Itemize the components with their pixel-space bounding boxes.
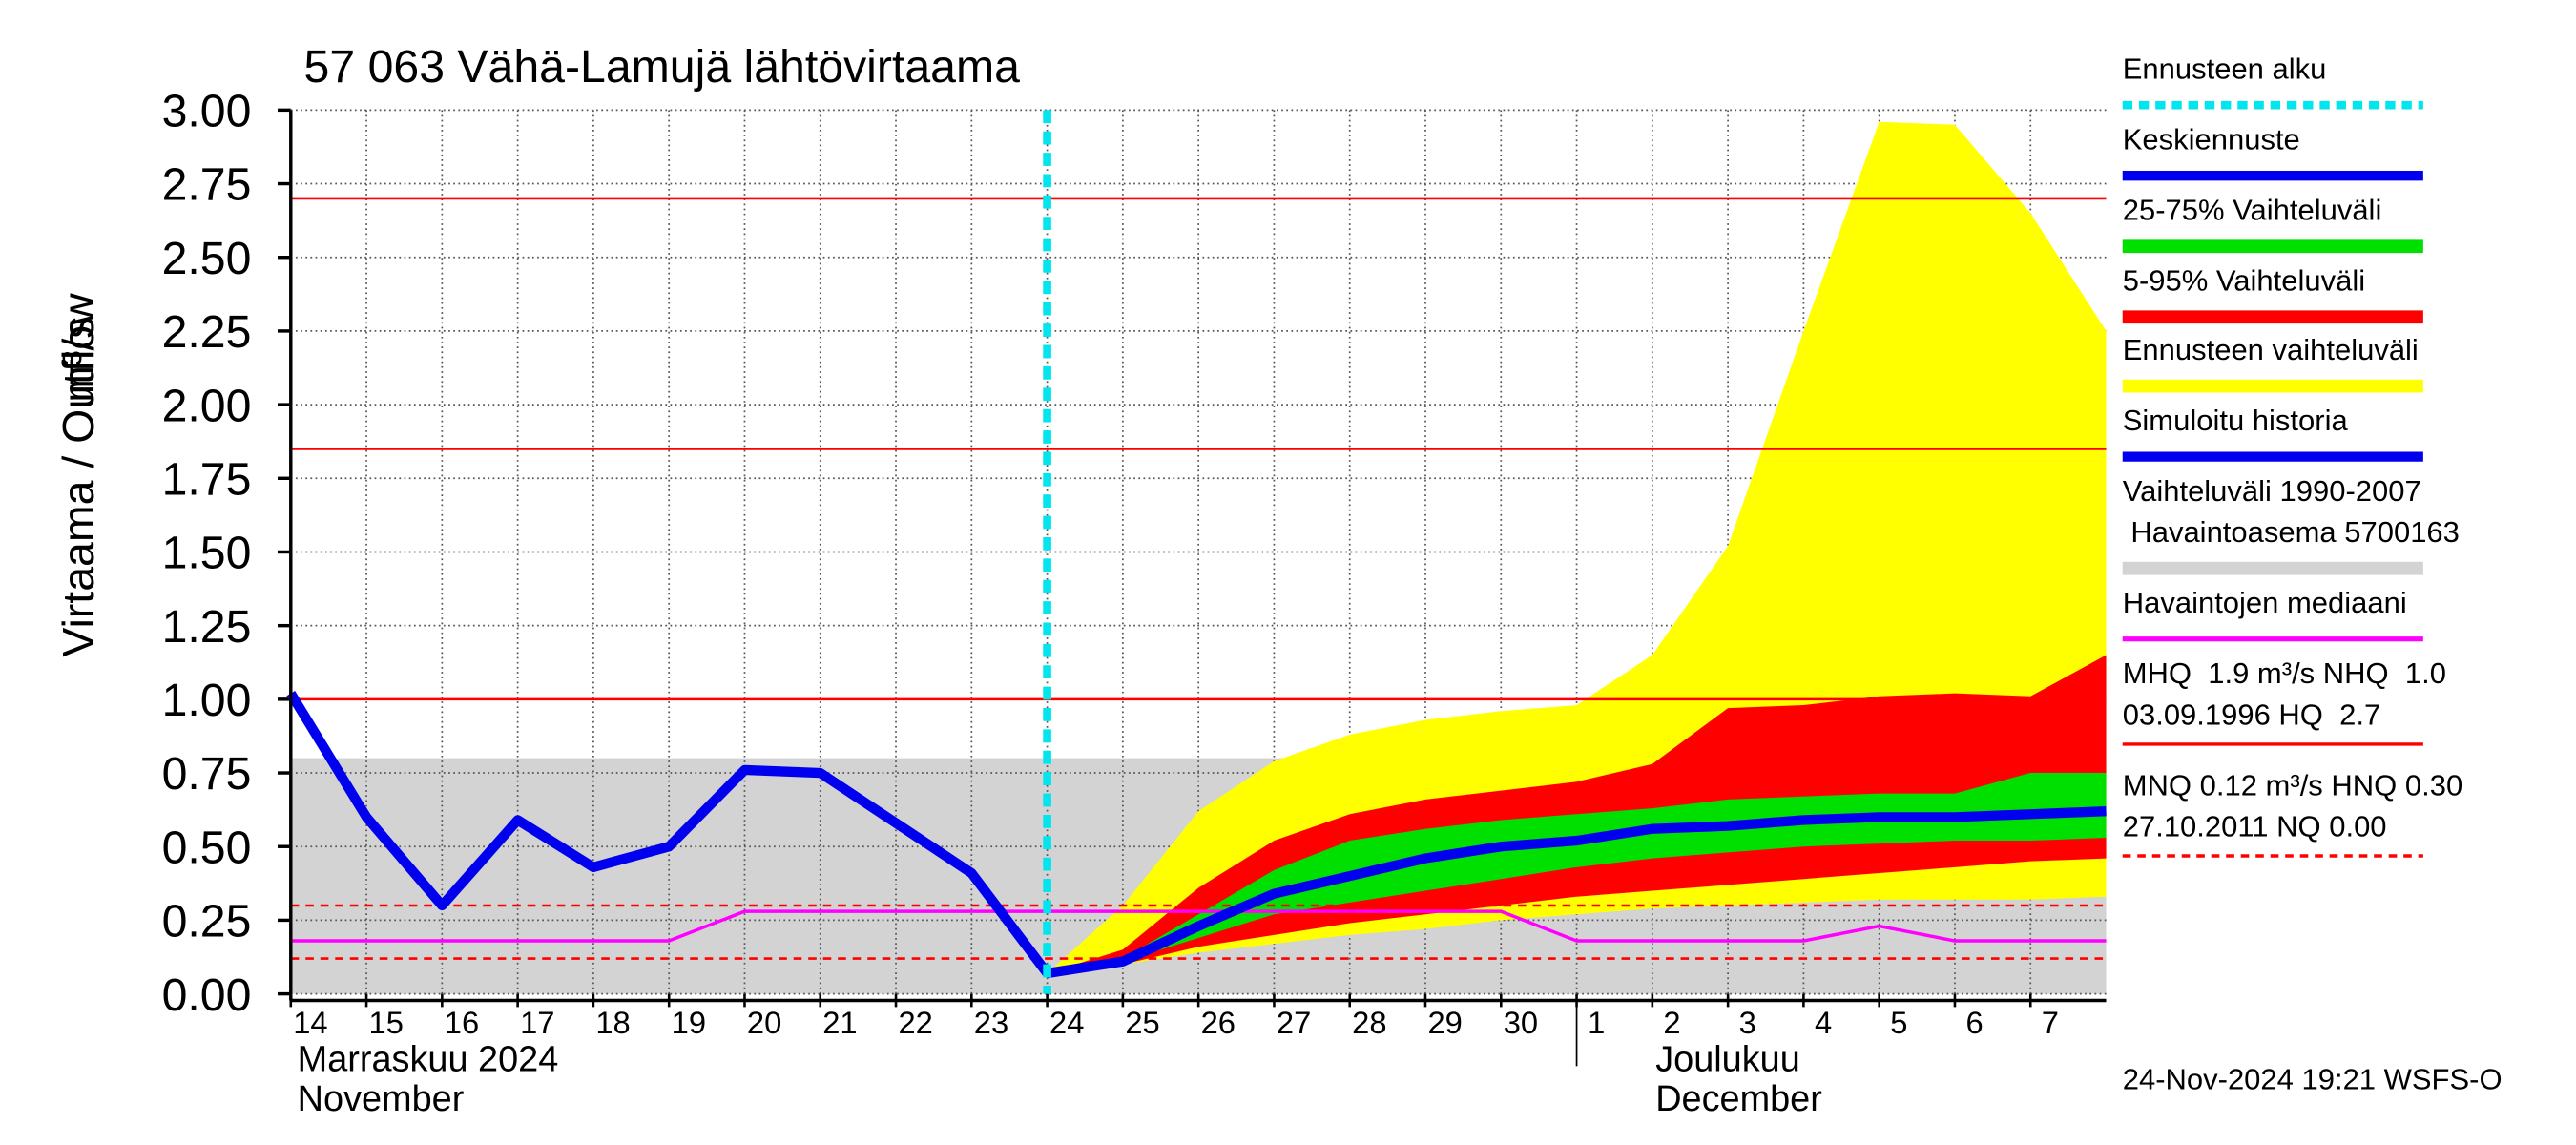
series-line — [286, 690, 1051, 977]
legend-label: Ennusteen vaihteluväli — [2123, 333, 2419, 366]
timestamp: 24-Nov-2024 19:21 WSFS-O — [2123, 1062, 2503, 1095]
legend-label: Ennusteen alku — [2123, 52, 2327, 86]
month-label: November — [298, 1079, 465, 1119]
x-tick-label: 15 — [369, 1005, 404, 1040]
y-axis-unit: m³/s — [53, 316, 103, 402]
series-line — [290, 909, 2107, 943]
legend-label: Vaihteluväli 1990-2007 — [2123, 474, 2421, 508]
legend-label: 5-95% Vaihteluväli — [2123, 264, 2365, 298]
x-tick-label: 18 — [595, 1005, 630, 1040]
x-tick-label: 4 — [1815, 1005, 1832, 1040]
y-tick-label: 2.75 — [162, 159, 252, 211]
y-tick-label: 0.00 — [162, 969, 252, 1021]
y-tick-label: 0.25 — [162, 896, 252, 947]
legend-label: Simuloitu historia — [2123, 404, 2349, 437]
stats-label: 03.09.1996 HQ 2.7 — [2123, 697, 2380, 731]
x-tick-label: 29 — [1427, 1005, 1462, 1040]
x-tick-label: 19 — [672, 1005, 706, 1040]
x-tick-label: 14 — [293, 1005, 327, 1040]
x-tick-label: 24 — [1049, 1005, 1084, 1040]
labels: 57 063 Vähä-Lamujä lähtövirtaama Virtaam… — [53, 41, 2502, 1095]
x-tick-label: 2 — [1663, 1005, 1680, 1040]
y-tick-label: 0.75 — [162, 748, 252, 800]
stats-label: MNQ 0.12 m³/s HNQ 0.30 — [2123, 768, 2462, 802]
y-tick-label: 2.25 — [162, 306, 252, 358]
x-tick-label: 5 — [1890, 1005, 1907, 1040]
x-tick-label: 6 — [1966, 1005, 1984, 1040]
x-tick-label: 25 — [1125, 1005, 1159, 1040]
x-tick-label: 21 — [822, 1005, 857, 1040]
y-tick-label: 1.00 — [162, 675, 252, 726]
x-tick-label: 7 — [2042, 1005, 2059, 1040]
legend-label: 25-75% Vaihteluväli — [2123, 194, 2382, 227]
y-tick-label: 1.25 — [162, 601, 252, 653]
x-tick-label: 30 — [1504, 1005, 1538, 1040]
legend-label: Havaintoasema 5700163 — [2123, 515, 2460, 549]
y-tick-label: 0.50 — [162, 822, 252, 873]
x-tick-label: 22 — [898, 1005, 932, 1040]
series-line — [1046, 806, 2107, 979]
y-tick-label: 2.00 — [162, 380, 252, 431]
legend-label: Havaintojen mediaani — [2123, 586, 2407, 619]
y-tick-label: 1.75 — [162, 454, 252, 506]
month-label: December — [1655, 1079, 1822, 1119]
month-label: Marraskuu 2024 — [298, 1040, 559, 1080]
legend-label: Keskiennuste — [2123, 123, 2300, 156]
x-tick-label: 16 — [445, 1005, 479, 1040]
x-tick-label: 26 — [1201, 1005, 1236, 1040]
stats-label: 27.10.2011 NQ 0.00 — [2123, 809, 2387, 843]
x-tick-label: 3 — [1739, 1005, 1756, 1040]
x-tick-label: 28 — [1352, 1005, 1386, 1040]
y-tick-label: 3.00 — [162, 86, 252, 137]
stats-label: MHQ 1.9 m³/s NHQ 1.0 — [2123, 656, 2446, 690]
y-tick-label: 1.50 — [162, 528, 252, 579]
x-tick-label: 1 — [1588, 1005, 1605, 1040]
y-axis-label: Virtaama / Outflow — [53, 293, 103, 657]
y-tick-label: 2.50 — [162, 233, 252, 284]
x-tick-label: 17 — [520, 1005, 554, 1040]
x-tick-label: 27 — [1277, 1005, 1311, 1040]
x-tick-label: 20 — [747, 1005, 781, 1040]
chart-title: 57 063 Vähä-Lamujä lähtövirtaama — [304, 41, 1021, 93]
month-label: Joulukuu — [1655, 1040, 1800, 1080]
x-tick-label: 23 — [974, 1005, 1008, 1040]
